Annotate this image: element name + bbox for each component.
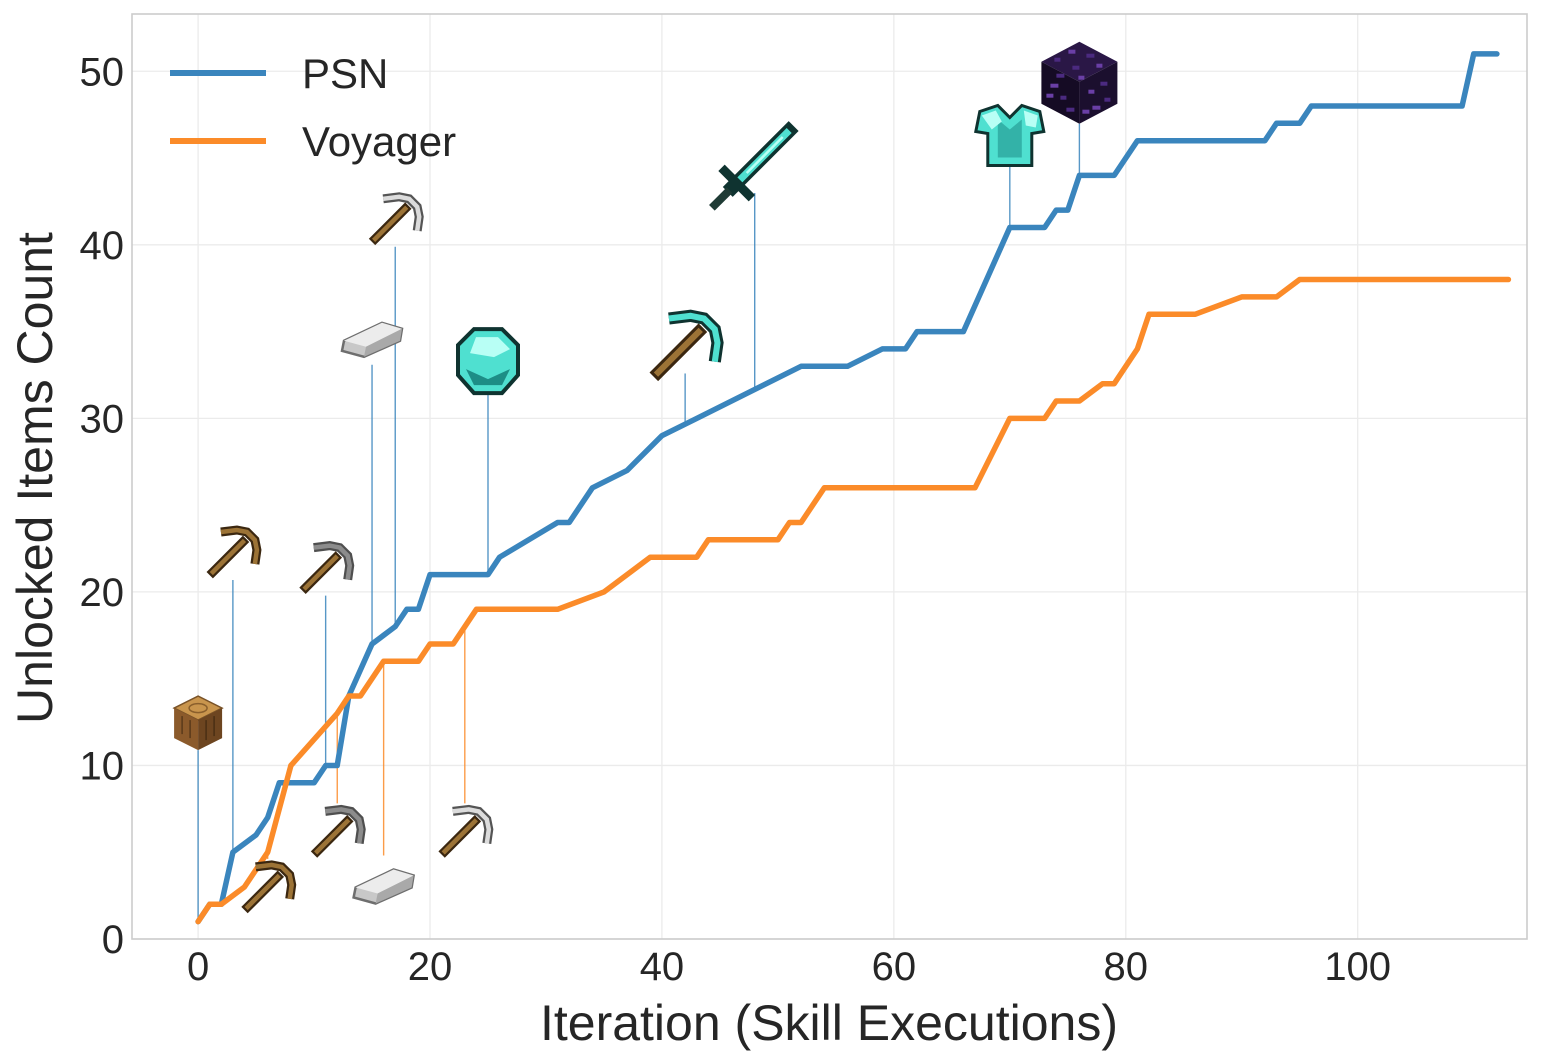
legend-label-voyager: Voyager <box>302 118 456 165</box>
iron-ingot-icon <box>352 868 416 905</box>
x-tick-label: 80 <box>1104 945 1149 989</box>
stone-pickaxe-icon <box>310 804 366 858</box>
y-tick-label: 20 <box>80 571 125 615</box>
legend: PSN Voyager <box>170 50 456 165</box>
diamond-chestplate-icon <box>974 103 1046 167</box>
x-tick-label: 60 <box>872 945 917 989</box>
series-line-voyager <box>195 276 1512 925</box>
log-icon <box>172 695 224 751</box>
diamond-sword-icon <box>709 121 799 211</box>
iron-pickaxe-icon <box>438 804 494 858</box>
x-tick-labels: 0 20 40 60 80 100 <box>187 945 1391 989</box>
annotation-icons <box>172 41 1118 914</box>
x-tick-label: 0 <box>187 945 209 989</box>
diamond-icon <box>456 327 520 396</box>
legend-label-psn: PSN <box>302 50 388 97</box>
annotation-leaders <box>197 123 1081 922</box>
x-tick-label: 100 <box>1324 945 1391 989</box>
plot-area <box>132 14 1527 939</box>
y-tick-label: 0 <box>102 918 124 962</box>
series-lines <box>195 51 1512 925</box>
plot-frame <box>131 13 1528 940</box>
diamond-pickaxe-icon <box>649 309 724 382</box>
y-tick-label: 50 <box>80 50 125 94</box>
x-axis-title: Iteration (Skill Executions) <box>540 995 1118 1051</box>
y-tick-label: 30 <box>80 397 125 441</box>
obsidian-icon <box>1041 41 1118 124</box>
x-tick-label: 40 <box>640 945 685 989</box>
wooden-pickaxe-icon <box>241 860 297 914</box>
series-line-psn <box>195 51 1500 925</box>
stone-pickaxe-icon <box>299 541 355 594</box>
y-tick-label: 40 <box>80 224 125 268</box>
iron-pickaxe-icon <box>368 192 424 246</box>
grid <box>132 14 1527 940</box>
iron-ingot-icon <box>340 321 404 359</box>
y-axis-title: Unlocked Items Count <box>7 232 63 724</box>
x-tick-label: 20 <box>408 945 453 989</box>
y-tick-label: 10 <box>80 744 125 788</box>
y-tick-labels: 0 10 20 30 40 50 <box>80 50 125 962</box>
wooden-pickaxe-icon <box>206 525 262 579</box>
